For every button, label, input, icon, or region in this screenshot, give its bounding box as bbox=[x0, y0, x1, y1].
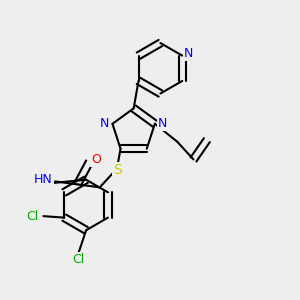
Text: Cl: Cl bbox=[73, 253, 85, 266]
Text: N: N bbox=[99, 117, 109, 130]
Text: Cl: Cl bbox=[27, 210, 39, 223]
Text: S: S bbox=[113, 164, 122, 177]
Text: HN: HN bbox=[34, 173, 53, 186]
Text: O: O bbox=[91, 153, 101, 166]
Text: N: N bbox=[184, 47, 194, 60]
Text: N: N bbox=[158, 117, 167, 130]
